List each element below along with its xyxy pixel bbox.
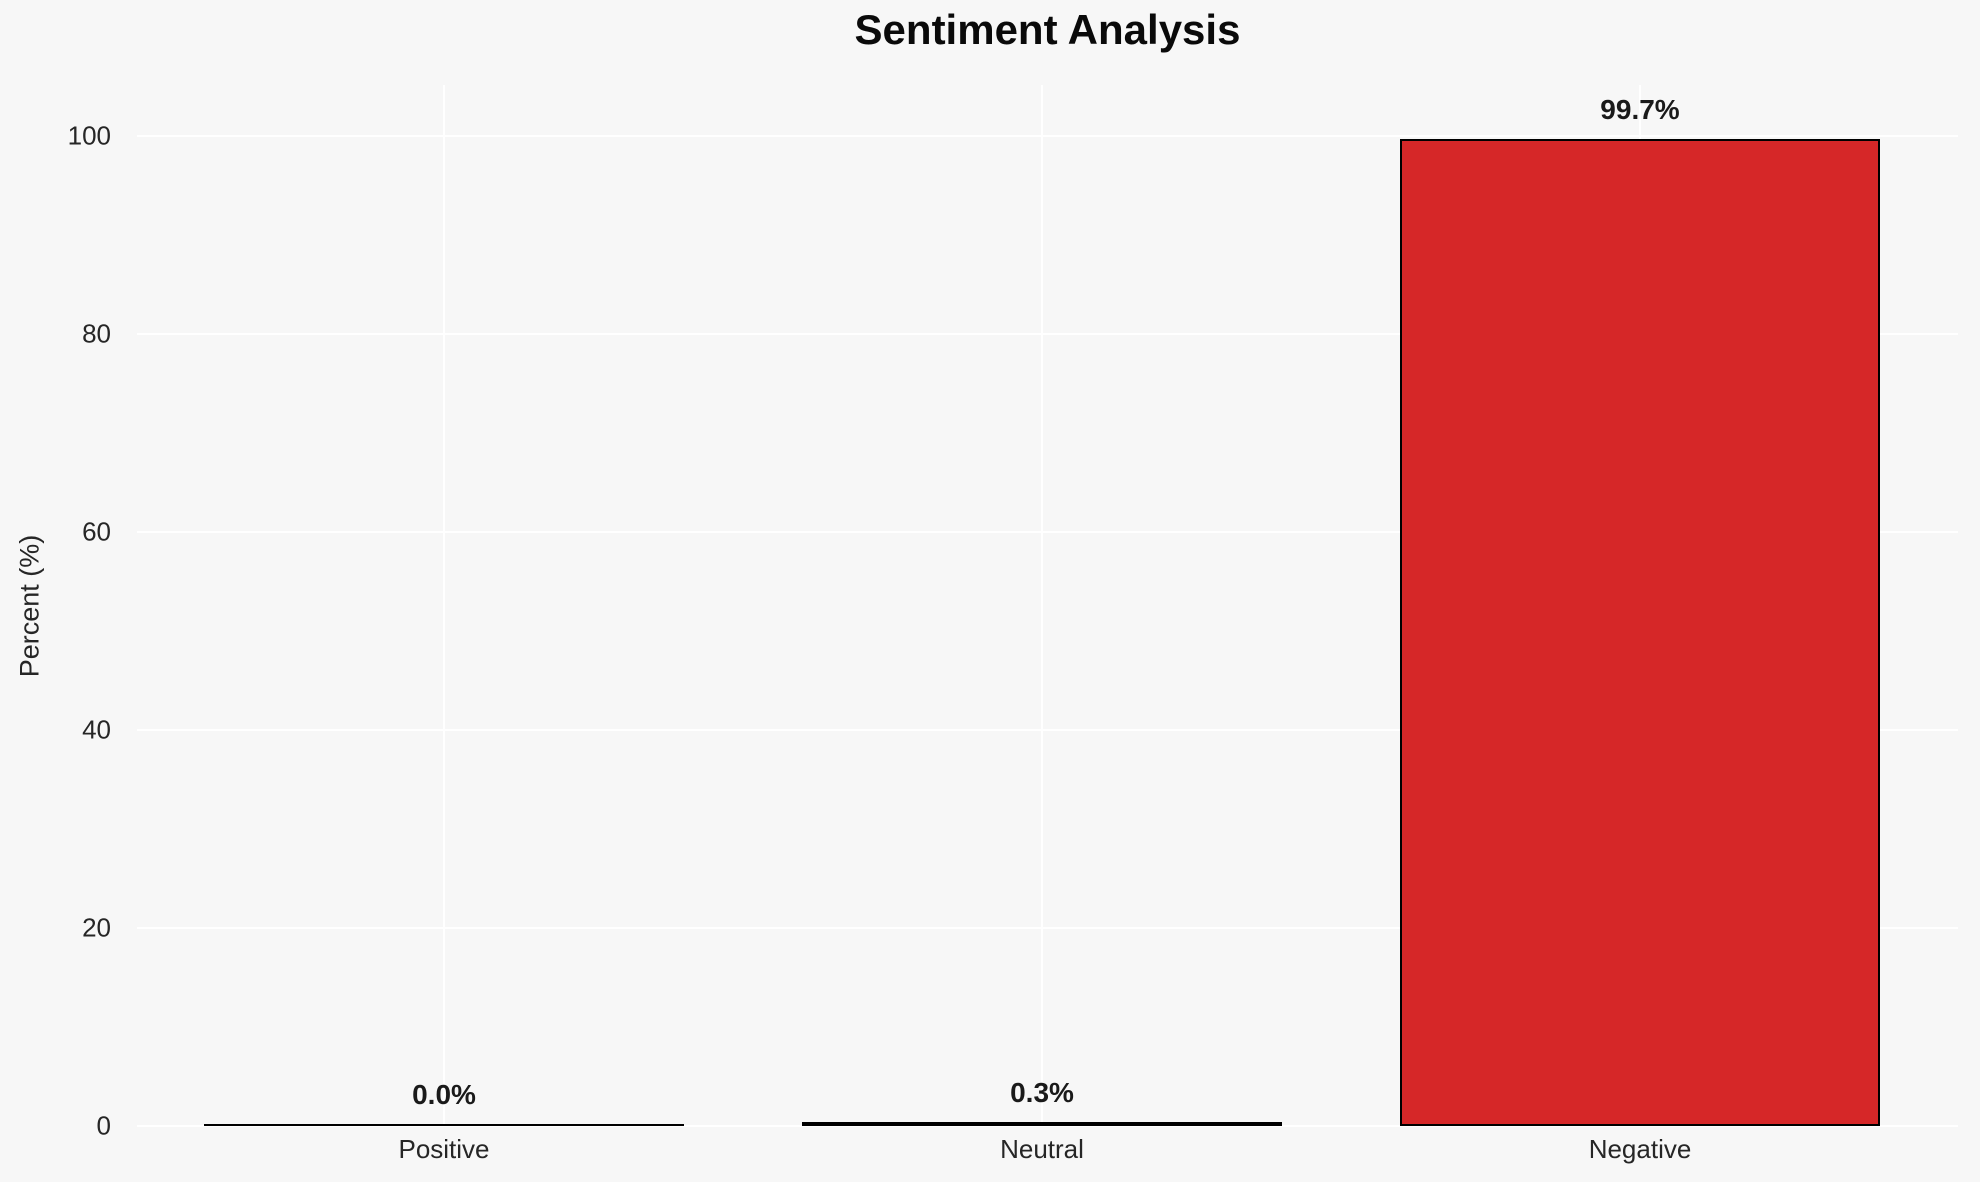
y-axis-label: Percent (%) — [14, 534, 45, 677]
x-tick-label: Negative — [1588, 1134, 1692, 1164]
y-tick-label: 100 — [67, 120, 111, 151]
y-tick-label: 40 — [82, 714, 111, 745]
y-tick-label: 80 — [82, 318, 111, 349]
horizontal-gridline — [137, 135, 1958, 137]
horizontal-gridline — [137, 729, 1958, 731]
vertical-gridline — [1041, 85, 1043, 1126]
bar-value-label: 0.0% — [412, 1079, 476, 1110]
x-tick-label: Neutral — [1000, 1134, 1084, 1164]
x-tick-label: Positive — [398, 1134, 490, 1164]
y-tick-label: 20 — [82, 912, 111, 943]
vertical-gridline — [443, 85, 445, 1126]
bar-positive — [204, 1124, 684, 1126]
horizontal-gridline — [137, 333, 1958, 335]
bar-value-label: 99.7% — [1600, 94, 1680, 125]
bar-neutral — [802, 1122, 1282, 1126]
horizontal-gridline — [137, 927, 1958, 929]
bar-negative — [1400, 139, 1880, 1126]
horizontal-gridline — [137, 1125, 1958, 1127]
bar-value-label: 0.3% — [1010, 1077, 1074, 1108]
chart-title: Sentiment Analysis — [854, 6, 1241, 53]
y-tick-label: 60 — [82, 516, 111, 547]
horizontal-gridline — [137, 531, 1958, 533]
y-tick-label: 0 — [96, 1110, 111, 1141]
